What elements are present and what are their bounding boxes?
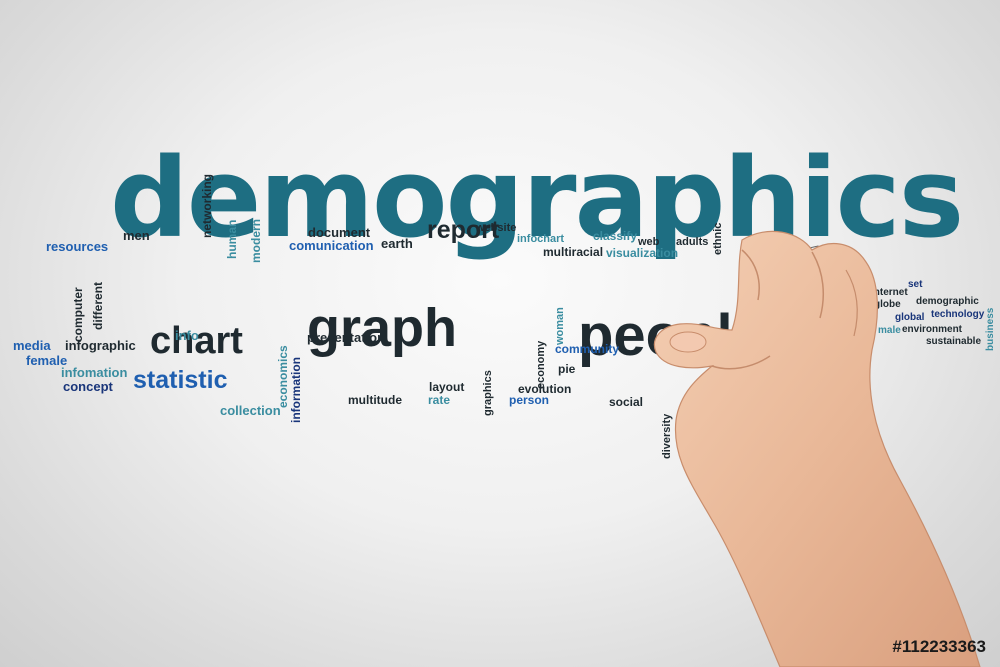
- cloud-word: concept: [63, 379, 113, 395]
- cloud-word: different: [91, 282, 105, 330]
- cloud-word: web: [638, 235, 660, 248]
- cloud-word: collection: [220, 403, 281, 419]
- cloud-word: statistic: [133, 365, 228, 394]
- cloud-word: pie: [558, 362, 576, 377]
- cloud-word: economics: [276, 345, 290, 408]
- cloud-word: team diagram: [803, 348, 869, 360]
- cloud-word: person: [509, 393, 550, 408]
- cloud-word: evolution: [518, 382, 572, 397]
- cloud-word: female: [26, 353, 68, 369]
- cloud-word: media: [13, 338, 51, 354]
- cloud-word: business: [985, 307, 996, 351]
- cloud-word: women together: [795, 334, 873, 346]
- cloud-word: chart: [150, 319, 243, 362]
- cloud-word: human: [225, 219, 239, 259]
- cloud-word: classify: [593, 229, 638, 244]
- cloud-word: multiracial: [543, 245, 604, 260]
- cloud-word: data: [771, 352, 790, 387]
- stock-id-label: #112233363: [892, 637, 986, 656]
- cloud-word: infographic: [65, 338, 136, 354]
- cloud-word: ethnic: [712, 222, 724, 255]
- cloud-word: comunication: [289, 238, 374, 254]
- cloud-word: globe: [874, 298, 901, 310]
- cloud-word: ethnicity: [659, 341, 709, 356]
- cloud-word: set: [908, 278, 923, 290]
- cloud-word: layout: [429, 380, 465, 395]
- cloud-word: family: [804, 244, 833, 256]
- cloud-word: environment: [902, 323, 963, 335]
- cloud-word: analysis: [708, 385, 787, 408]
- cloud-word: networking: [200, 173, 214, 238]
- cloud-word: diversity: [661, 413, 673, 459]
- cloud-word: economy: [535, 340, 547, 389]
- cloud-word: modern: [249, 218, 263, 263]
- cloud-word: infomation: [61, 365, 128, 381]
- cloud-word: resources: [46, 239, 109, 255]
- cloud-word: graphics: [482, 370, 494, 416]
- cloud-word: visualization: [606, 246, 679, 261]
- cloud-word: composition: [708, 329, 774, 342]
- cloud-word: demographic: [916, 295, 979, 307]
- cloud-word: internet: [871, 286, 908, 298]
- cloud-word: multitude: [348, 393, 402, 408]
- cloud-word: graph: [307, 297, 458, 358]
- cloud-word: document: [308, 225, 371, 241]
- cloud-word: info: [175, 328, 199, 344]
- cloud-word: presentation: [307, 330, 386, 346]
- cloud-word: men: [123, 228, 150, 244]
- cloud-word: website: [476, 221, 517, 234]
- cloud-word: report: [427, 215, 500, 244]
- cloud-word: technology: [931, 308, 985, 320]
- cloud-word: rating: [770, 246, 798, 258]
- cloud-word: infochart: [517, 232, 565, 245]
- cloud-word: male: [878, 324, 901, 336]
- cloud-word: woman: [554, 307, 566, 345]
- cloud-word: community: [555, 342, 620, 357]
- cloud-word: social: [609, 395, 644, 410]
- cloud-word: adults: [676, 235, 709, 248]
- cloud-word: rate: [428, 393, 451, 408]
- cloud-word: earth: [381, 236, 413, 252]
- cloud-word: man: [855, 256, 866, 277]
- cloud-word: growth elder: [795, 362, 856, 374]
- cloud-word: sustainable: [926, 335, 982, 347]
- cloud-word: information: [289, 357, 303, 423]
- cloud-word: global: [895, 311, 925, 323]
- cloud-word: computer: [71, 287, 85, 342]
